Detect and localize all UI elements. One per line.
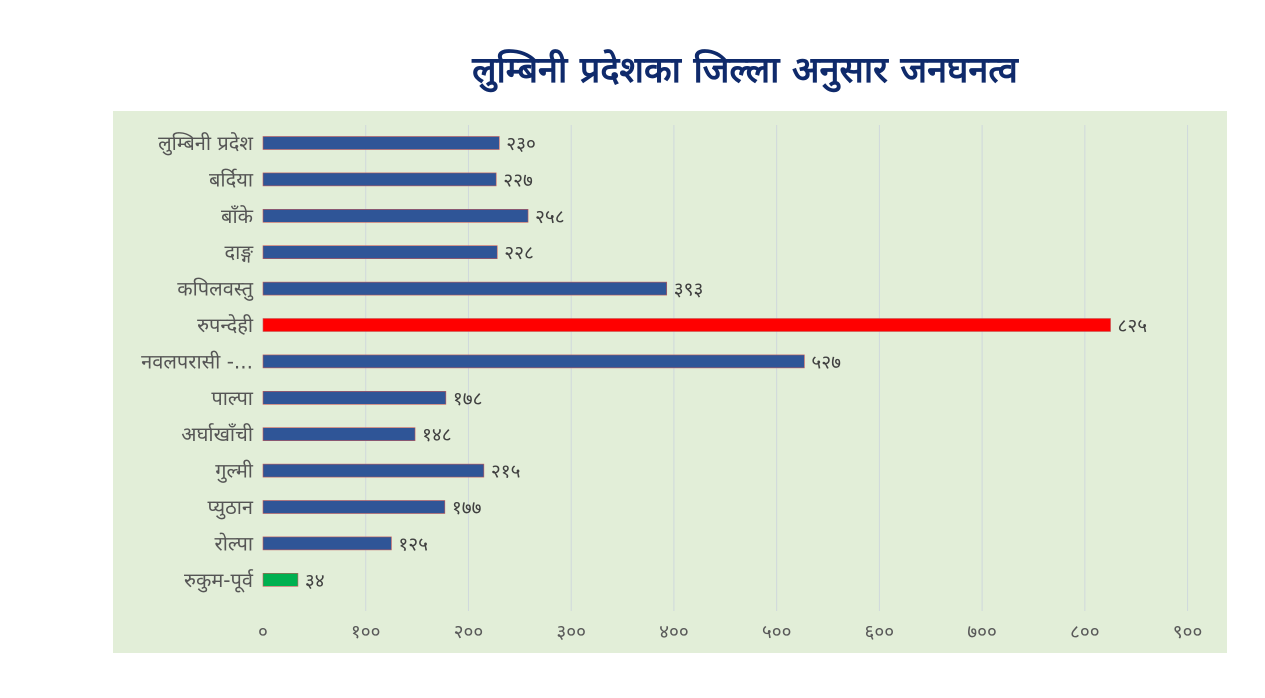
bar-chart: ० १०० २०० ३०० ४०० ५०० ६०० ७०० ८०० ९०० लुम्बिनी प्र… — [141, 125, 1203, 643]
category-label: प्युठान — [207, 495, 253, 520]
x-tick-label: ८०० — [1070, 621, 1100, 643]
x-tick-label: ५०० — [762, 621, 792, 643]
category-label: कपिलवस्तु — [177, 277, 254, 302]
x-tick-label: १०० — [351, 621, 381, 643]
category-label: बाँके — [221, 204, 254, 228]
x-tick-label: ० — [258, 621, 268, 643]
data-label: ५२७ — [811, 351, 841, 373]
data-label: ३९३ — [674, 279, 704, 301]
category-label: अर्घाखाँची — [181, 422, 254, 446]
bar — [262, 463, 485, 478]
category-label: रुकुम-पूर्व — [184, 568, 254, 593]
category-label: लुम्बिनी प्रदेश — [158, 131, 253, 156]
bar — [262, 136, 500, 150]
bar — [262, 209, 529, 223]
category-label: बर्दिया — [209, 167, 254, 191]
x-tick-label: ६०० — [865, 621, 895, 643]
bar — [262, 245, 498, 259]
category-label: नवलपरासी -... — [141, 349, 253, 373]
x-tick-label: ४०० — [659, 621, 689, 643]
bar — [262, 281, 668, 296]
data-label: २२७ — [503, 169, 533, 191]
bar — [262, 172, 497, 187]
x-tick-label: ३०० — [556, 621, 586, 643]
x-tick-label: ७०० — [967, 621, 997, 643]
bar — [262, 572, 299, 587]
bar — [262, 354, 805, 369]
data-label: ३४ — [305, 570, 325, 592]
bar — [262, 536, 392, 551]
data-label: २२८ — [504, 242, 534, 264]
category-label: पाल्पा — [211, 386, 253, 410]
bar — [262, 500, 446, 514]
data-label: १७७ — [452, 497, 482, 519]
data-label: १७८ — [453, 388, 483, 410]
plot-area: ० १०० २०० ३०० ४०० ५०० ६०० ७०० ८०० ९०० लुम्बिनी प्र… — [113, 111, 1227, 653]
category-label: गुल्मी — [215, 459, 254, 484]
data-label: २३० — [506, 133, 536, 155]
category-label: दाङ्ग — [225, 240, 255, 264]
bar — [262, 390, 447, 405]
data-label: २१५ — [491, 461, 521, 483]
category-label: रुपन्देही — [197, 313, 254, 337]
x-tick-label: २०० — [454, 621, 484, 643]
x-tick-label: ९०० — [1173, 621, 1203, 643]
data-label: १२५ — [398, 533, 428, 555]
data-label: २५८ — [535, 206, 565, 228]
bar — [262, 318, 1111, 332]
category-label: रोल्पा — [215, 531, 254, 555]
data-label: ८२५ — [1118, 315, 1148, 337]
bar — [262, 427, 416, 442]
data-label: १४८ — [422, 424, 452, 446]
chart-title: लुम्बिनी प्रदेशका जिल्ला अनुसार जनघनत्व — [472, 50, 1018, 91]
